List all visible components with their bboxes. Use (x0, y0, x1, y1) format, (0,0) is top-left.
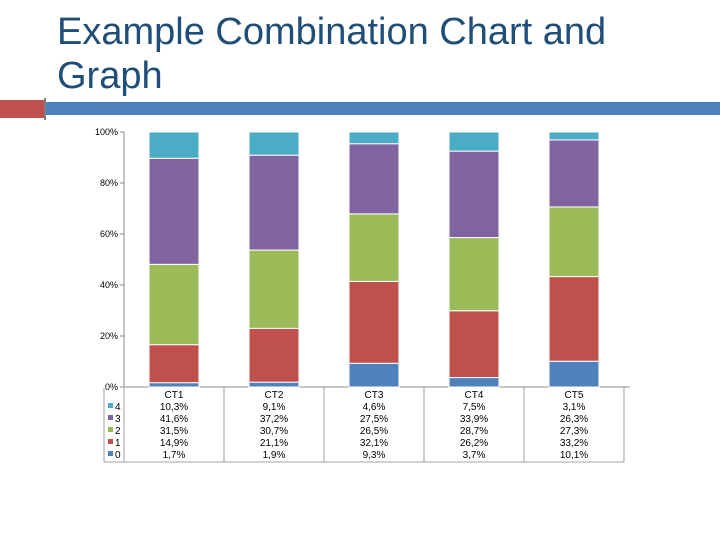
table-cell-value: 37,2% (260, 414, 288, 425)
bar-segment (448, 377, 500, 388)
bar-segment (248, 249, 300, 329)
bar-segment (148, 157, 200, 265)
bar-segment (348, 362, 400, 388)
table-cell-value: 30,7% (260, 426, 288, 437)
y-tick-label: 80% (100, 178, 118, 188)
bar-segment (148, 382, 200, 388)
table-cell-value: 27,5% (360, 414, 388, 425)
table-cell-value: 10,3% (160, 402, 188, 413)
table-cell-value: 1,9% (263, 450, 286, 461)
title-accent-bar-blue (44, 102, 720, 115)
bar-segment (148, 263, 200, 346)
table-cell-value: 33,9% (460, 414, 488, 425)
data-table: CT1 CT2 CT3 CT4 CT5 4 10,3% 9,1% 4,6% 7,5% 3,1% 3 41… (103, 387, 625, 463)
table-cell-value: 9,1% (263, 402, 286, 413)
bar-segment (448, 150, 500, 239)
table-cell-value: 10,1% (560, 450, 588, 461)
bar-segment (148, 131, 200, 159)
legend-label: 4 (115, 402, 121, 413)
table-cell-value: 26,2% (460, 438, 488, 449)
bar-segment (348, 213, 400, 282)
legend-key (108, 439, 113, 444)
y-tick-label: 60% (100, 229, 118, 239)
bar-segment (548, 276, 600, 362)
table-cell-value: 14,9% (160, 438, 188, 449)
table-cell-value: 26,5% (360, 426, 388, 437)
table-cell-value: 27,3% (560, 426, 588, 437)
category-label: CT4 (465, 390, 484, 401)
legend-key (108, 451, 113, 456)
table-cell-value: 21,1% (260, 438, 288, 449)
bar-segment (348, 280, 400, 364)
table-cell-value: 31,5% (160, 426, 188, 437)
bar-segment (448, 310, 500, 379)
y-tick-label: 20% (100, 331, 118, 341)
legend-key (108, 403, 113, 408)
table-cell-value: 9,3% (363, 450, 386, 461)
legend-label: 0 (115, 450, 121, 461)
legend-label: 2 (115, 426, 121, 437)
table-cell-value: 3,1% (563, 402, 586, 413)
slide-title: Example Combination Chart and Graph (57, 11, 607, 97)
table-cell-value: 32,1% (360, 438, 388, 449)
bars (148, 131, 600, 388)
category-label: CT3 (365, 390, 384, 401)
bar-segment (248, 327, 300, 383)
table-cell-value: 33,2% (560, 438, 588, 449)
bar-segment (348, 131, 400, 145)
bar-segment (448, 237, 500, 312)
category-label: CT5 (565, 390, 584, 401)
table-cell-value: 7,5% (463, 402, 486, 413)
bar-segment (248, 154, 300, 251)
y-tick-label: 100% (95, 127, 118, 137)
bar-segment (548, 360, 600, 388)
y-tick-label: 40% (100, 280, 118, 290)
bar-segment (548, 206, 600, 278)
legend-label: 1 (115, 438, 121, 449)
title-accent-bar-red (0, 100, 44, 118)
legend-label: 3 (115, 414, 121, 425)
bar-segment (148, 344, 200, 384)
table-cell-value: 3,7% (463, 450, 486, 461)
y-tick-label: 0% (105, 382, 118, 392)
table-cell-value: 28,7% (460, 426, 488, 437)
table-cell-value: 1,7% (163, 450, 186, 461)
category-label: CT2 (265, 390, 284, 401)
title-accent-divider (44, 98, 46, 120)
legend-key (108, 427, 113, 432)
bar-segment (548, 139, 600, 208)
bar-segment (348, 143, 400, 215)
legend-key (108, 415, 113, 420)
table-cell-value: 4,6% (363, 402, 386, 413)
bar-segment (248, 131, 300, 156)
table-cell-value: 41,6% (160, 414, 188, 425)
bar-segment (548, 131, 600, 141)
table-cell-value: 26,3% (560, 414, 588, 425)
bar-segment (448, 131, 500, 152)
category-label: CT1 (165, 390, 184, 401)
bar-segment (248, 381, 300, 388)
